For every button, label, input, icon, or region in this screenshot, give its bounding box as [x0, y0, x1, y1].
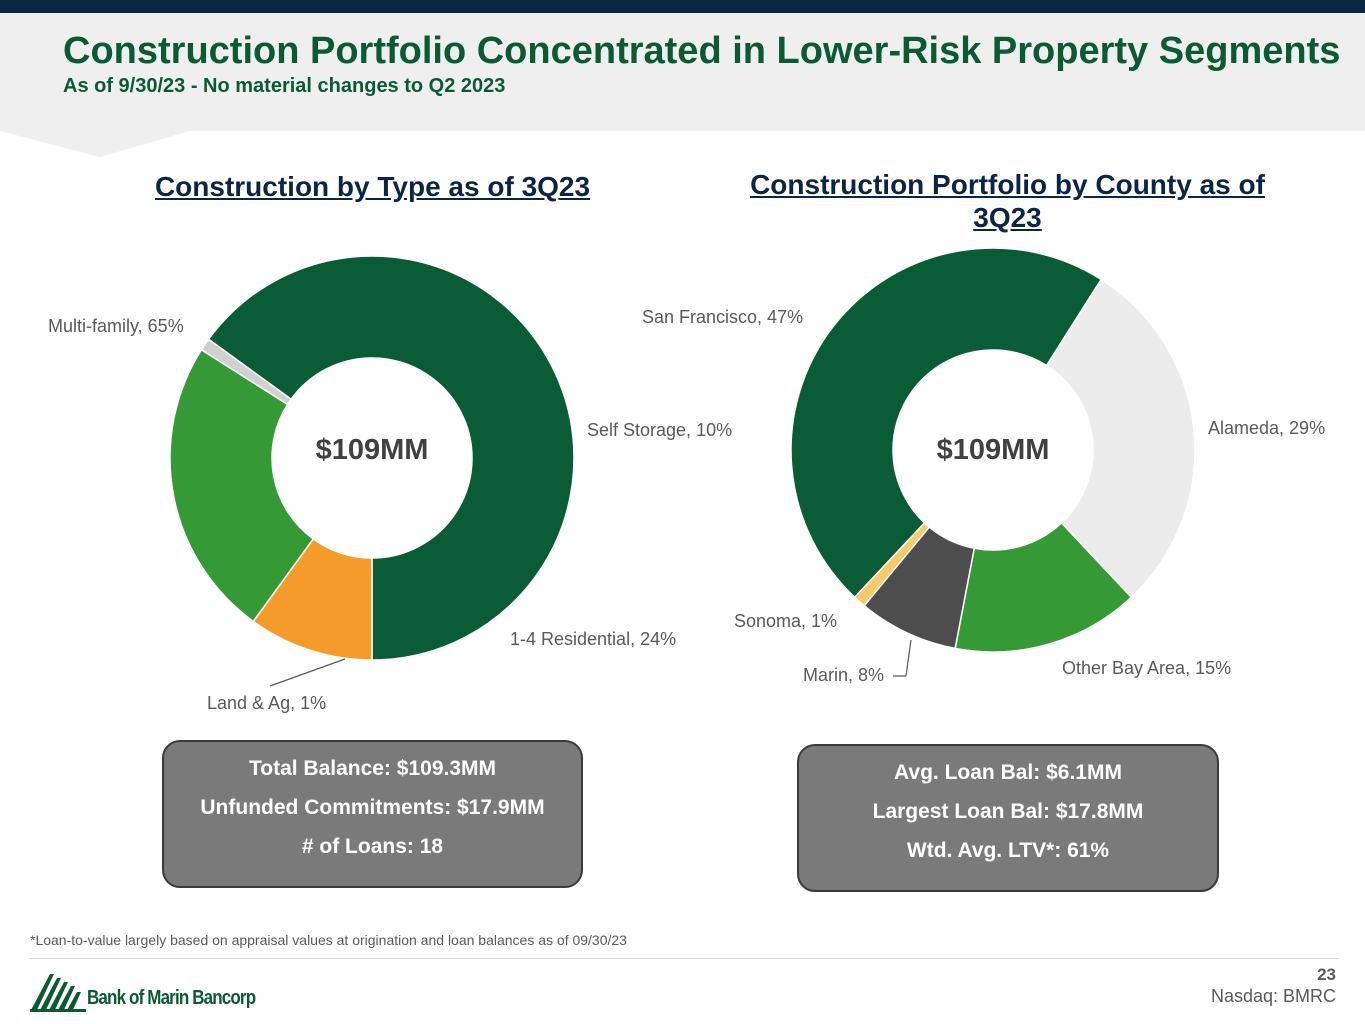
header-notch [0, 131, 190, 157]
label-1-4-residential: 1-4 Residential, 24% [510, 629, 676, 649]
donut-hole [272, 358, 472, 558]
footnote: *Loan-to-value largely based on appraisa… [30, 932, 627, 948]
donut-hole [893, 350, 1093, 550]
label-multi-family: Multi-family, 65% [48, 316, 184, 336]
label-self-storage: Self Storage, 10% [587, 420, 732, 440]
stat-avg-loan-bal: Avg. Loan Bal: $6.1MM [894, 761, 1122, 784]
bank-logo-text: Bank of Marin Bancorp [87, 987, 256, 1009]
ticker-symbol: Nasdaq: BMRC [1210, 986, 1336, 1006]
left-stats-box: Total Balance: $109.3MM Unfunded Commitm… [162, 740, 583, 888]
center-label-county: $109MM [937, 434, 1050, 466]
stat-number-of-loans: # of Loans: 18 [301, 835, 444, 858]
donut-chart-type: Multi-family, 65% Self Storage, 10% 1-4 … [48, 255, 732, 713]
stat-total-balance: Total Balance: $109.3MM [248, 757, 497, 780]
donut-chart-county: San Francisco, 47% Alameda, 29% Other Ba… [642, 247, 1325, 685]
right-stats-box: Avg. Loan Bal: $6.1MM Largest Loan Bal: … [797, 744, 1219, 892]
label-alameda: Alameda, 29% [1208, 418, 1325, 438]
stat-wtd-avg-ltv: Wtd. Avg. LTV*: 61% [906, 839, 1110, 862]
leader-line-land-ag [269, 658, 346, 687]
bank-logo-icon [30, 974, 86, 1012]
stat-largest-loan-bal: Largest Loan Bal: $17.8MM [872, 800, 1144, 823]
chart-title-type: Construction by Type as of 3Q23 [154, 171, 591, 202]
label-land-ag: Land & Ag, 1% [207, 693, 326, 713]
leader-line-marin [893, 639, 912, 677]
stat-unfunded-commitments: Unfunded Commitments: $17.9MM [200, 796, 545, 819]
chart-title-county: Construction Portfolio by County as of 3… [750, 169, 1265, 233]
page-number: 23 [1317, 965, 1336, 984]
label-marin: Marin, 8% [803, 665, 884, 685]
label-san-francisco: San Francisco, 47% [642, 307, 803, 327]
page-subtitle: As of 9/30/23 - No material changes to Q… [63, 75, 506, 97]
top-bar [0, 0, 1365, 13]
header-band [0, 13, 1365, 131]
label-other-bay-area: Other Bay Area, 15% [1062, 658, 1231, 678]
center-label-type: $109MM [316, 434, 429, 466]
label-sonoma: Sonoma, 1% [734, 611, 837, 631]
page-title: Construction Portfolio Concentrated in L… [63, 30, 1341, 72]
footer-divider [30, 958, 1338, 959]
